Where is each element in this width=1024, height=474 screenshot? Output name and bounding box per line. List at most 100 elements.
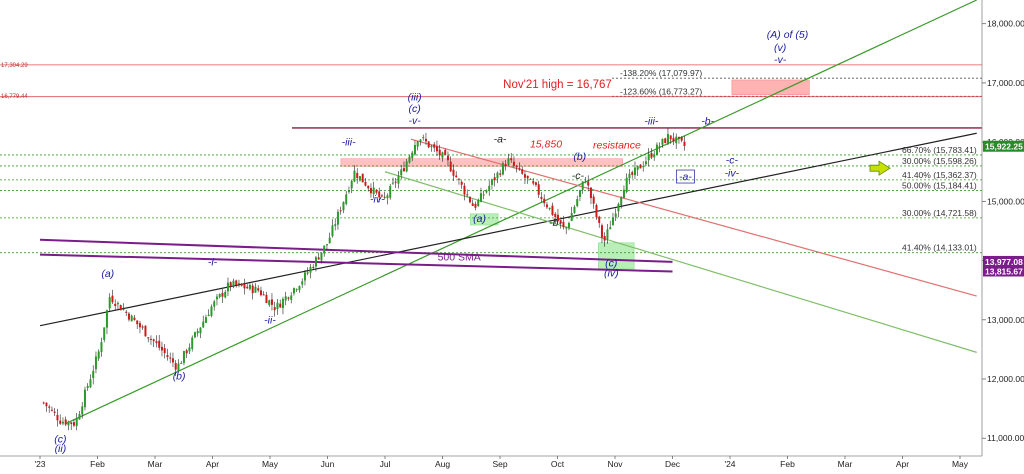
- candle-body: [600, 225, 603, 238]
- candle-body: [578, 190, 581, 197]
- candle-body: [292, 288, 295, 294]
- y-tick-label: 17,000.00: [987, 78, 1024, 88]
- candle-body: [218, 293, 221, 297]
- candle-body: [554, 213, 557, 218]
- candle-body: [540, 196, 543, 199]
- wave-label: (ii): [55, 443, 67, 455]
- candle-body: [345, 194, 348, 204]
- candle-body: [408, 156, 411, 163]
- trendline-1: [39, 132, 977, 327]
- candle-body: [537, 184, 540, 195]
- candle-body: [147, 337, 150, 339]
- candle-body: [675, 136, 678, 144]
- candle-body: [529, 178, 532, 180]
- candle-body: [248, 284, 251, 290]
- candle-body: [677, 136, 680, 139]
- wave-label: -v-: [409, 115, 422, 127]
- candle-body: [334, 224, 337, 226]
- candle-body: [411, 152, 414, 159]
- candle-body: [556, 214, 559, 222]
- candle-body: [661, 138, 664, 145]
- candle-body: [504, 164, 507, 166]
- x-tick-label: Apr: [896, 459, 909, 469]
- candle-body: [521, 169, 524, 174]
- candle-body: [240, 283, 243, 286]
- candle-body: [45, 402, 48, 407]
- candle-body: [149, 338, 152, 340]
- wave-label: -v-: [774, 54, 787, 66]
- candle-body: [367, 185, 370, 189]
- candle-body: [433, 144, 436, 148]
- fib-level-label: 30.00% (14,721.58): [902, 208, 977, 218]
- candle-body: [276, 302, 279, 309]
- candle-body: [182, 351, 185, 363]
- candle-body: [138, 323, 141, 328]
- candle-body: [339, 210, 342, 212]
- candle-body: [56, 414, 59, 421]
- candle-body: [279, 303, 282, 308]
- candle-body: [188, 347, 191, 352]
- candle-body: [589, 187, 592, 199]
- candle-body: [655, 144, 658, 155]
- candle-body: [42, 402, 45, 404]
- price-tag-label: 13,977.08: [985, 257, 1023, 267]
- candle-body: [405, 161, 408, 172]
- candle-body: [114, 303, 117, 306]
- zone-0: [731, 79, 810, 96]
- candle-body: [67, 421, 70, 426]
- x-tick-label: Mar: [838, 459, 853, 469]
- candle-body: [380, 195, 383, 197]
- candle-body: [70, 422, 73, 424]
- fib-level-label: 41.40% (14,133.01): [902, 243, 977, 253]
- candle-body: [545, 204, 548, 208]
- candle-body: [246, 286, 249, 289]
- wave-label: (v): [774, 42, 786, 54]
- candle-body: [507, 158, 510, 165]
- candle-body: [213, 301, 216, 307]
- y-tick-label: 11,000.00: [987, 433, 1024, 443]
- candle-body: [237, 283, 240, 285]
- candle-body: [683, 141, 686, 146]
- candle-body: [592, 196, 595, 204]
- candle-body: [364, 181, 367, 186]
- x-tick-label: Aug: [435, 459, 450, 469]
- candle-body: [72, 422, 75, 426]
- candle-body: [303, 272, 306, 281]
- candle-body: [397, 176, 400, 184]
- candle-body: [372, 187, 375, 195]
- candle-body: [496, 172, 499, 179]
- candle-body: [89, 379, 92, 388]
- candle-body: [259, 290, 262, 296]
- wave-label: (b): [173, 371, 186, 383]
- candle-body: [400, 169, 403, 176]
- candle-body: [394, 181, 397, 183]
- candle-body: [501, 163, 504, 175]
- candle-body: [413, 144, 416, 155]
- candle-body: [100, 342, 103, 352]
- candle-body: [644, 161, 647, 165]
- candle-body: [78, 413, 81, 420]
- candle-body: [325, 244, 328, 246]
- wave-label: -iii-: [644, 115, 658, 127]
- candle-body: [174, 363, 177, 370]
- fib-level-label: 41.40% (15,362.37): [902, 170, 977, 180]
- candle-body: [455, 175, 458, 178]
- x-tick-label: Sep: [492, 459, 507, 469]
- candle-body: [658, 146, 661, 148]
- x-tick-label: Nov: [607, 459, 623, 469]
- candle-body: [152, 339, 155, 342]
- candle-body: [457, 178, 460, 180]
- candle-body: [375, 189, 378, 193]
- wave-label: Nov'21 high = 16,767: [503, 79, 612, 91]
- candle-body: [155, 341, 158, 343]
- candle-body: [650, 152, 653, 158]
- candle-body: [177, 363, 180, 372]
- candle-body: [210, 306, 213, 316]
- fib-level-label: 30.00% (15,598.26): [902, 156, 977, 166]
- trendline-0: [65, 0, 977, 424]
- candle-body: [567, 222, 570, 229]
- wave-label: -a-: [494, 134, 507, 146]
- wave-label: -ii-: [264, 314, 276, 326]
